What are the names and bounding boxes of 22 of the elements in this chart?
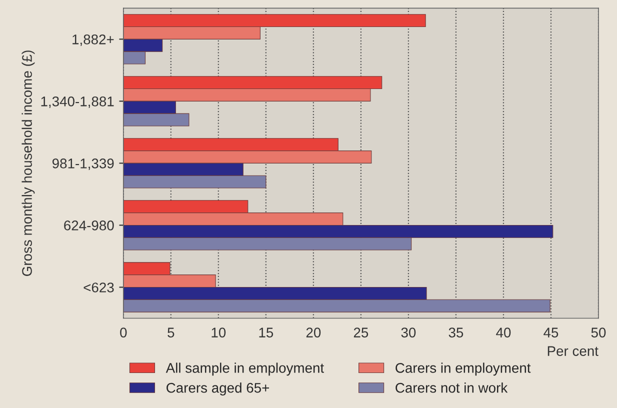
x-tick-label: 35 [448,328,464,338]
legend-label: Carers in employment [396,362,531,376]
x-axis-title: Per cent [548,346,598,356]
x-tick-label: 20 [306,328,321,338]
legend-label: All sample in employment [166,362,324,376]
x-tick-label: 10 [212,328,226,338]
x-tick-label: 25 [354,328,368,338]
x-tick-label: 40 [496,328,511,338]
y-tick-label: <623 [84,282,114,292]
y-axis-title: Gross monthly household income (£) [22,50,35,276]
x-tick-label: 30 [401,328,416,338]
x-tick-label: 15 [259,328,274,338]
x-tick-label: 5 [168,328,174,338]
x-tick-label: 0 [120,328,127,338]
x-tick-label: 45 [544,328,558,338]
y-tick-label: 1,882+ [72,34,114,46]
y-tick-label: 1,340-1,881 [41,96,114,108]
y-tick-label: 624-980 [64,220,114,230]
legend-label: Carers aged 65+ [166,382,270,396]
x-tick-label: 50 [591,328,606,338]
legend-label: Carers not in work [396,382,508,393]
y-tick-label: 981-1,339 [52,158,114,170]
